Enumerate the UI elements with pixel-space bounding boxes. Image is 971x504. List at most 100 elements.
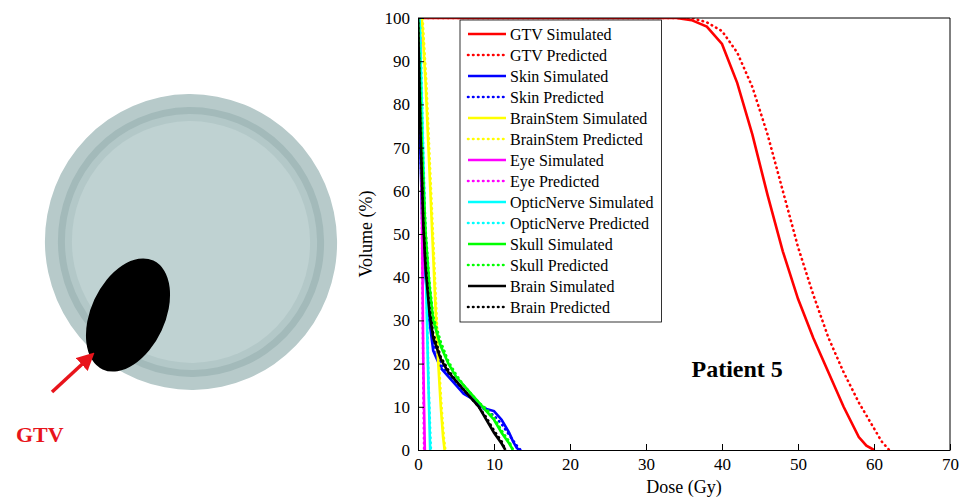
tick-label: 60 bbox=[866, 455, 883, 474]
tick-label: 20 bbox=[393, 355, 410, 374]
y-axis: 0 10 20 30 40 50 60 70 80 90 100 bbox=[385, 9, 425, 460]
series-line bbox=[418, 18, 889, 450]
tick-label: 10 bbox=[486, 455, 503, 474]
legend-swatch bbox=[468, 159, 506, 162]
tick: 40 bbox=[714, 444, 731, 474]
legend-label: GTV Predicted bbox=[510, 47, 607, 64]
legend-label: Eye Predicted bbox=[510, 173, 599, 191]
tick-mark bbox=[722, 444, 723, 450]
tick-mark bbox=[418, 148, 424, 149]
tick: 60 bbox=[866, 444, 883, 474]
legend-swatch bbox=[468, 54, 506, 57]
tick-label: 40 bbox=[714, 455, 731, 474]
plot: 0102030405060700102030405060708090100Dos… bbox=[356, 9, 959, 498]
tick-mark bbox=[418, 450, 424, 451]
tick-label: 20 bbox=[562, 455, 579, 474]
legend-label: Brain Predicted bbox=[510, 299, 610, 316]
tick-label: 100 bbox=[385, 9, 411, 28]
tick-label: 70 bbox=[393, 139, 410, 158]
gtv-label: GTV bbox=[16, 422, 64, 447]
tick: 70 bbox=[393, 139, 424, 158]
tick: 30 bbox=[638, 444, 655, 474]
plot-background bbox=[418, 18, 950, 450]
tick-mark bbox=[874, 444, 875, 450]
legend-label: Skin Predicted bbox=[510, 89, 604, 106]
tick: 100 bbox=[385, 9, 425, 28]
frame-right bbox=[950, 18, 951, 450]
tick: 40 bbox=[393, 268, 424, 287]
tick: 0 bbox=[402, 441, 425, 460]
legend-label: Skull Simulated bbox=[510, 236, 613, 253]
chart-container: GTV0102030405060700102030405060708090100… bbox=[0, 0, 971, 504]
tick: 90 bbox=[393, 52, 424, 71]
tick-label: 70 bbox=[942, 455, 959, 474]
x-axis: 010203040506070 bbox=[414, 444, 959, 474]
tick-mark bbox=[418, 234, 424, 235]
head-diagram: GTV bbox=[16, 67, 365, 447]
tick-label: 30 bbox=[638, 455, 655, 474]
tick: 10 bbox=[393, 398, 424, 417]
tick-mark bbox=[418, 277, 424, 278]
legend-swatch bbox=[468, 138, 506, 141]
tick: 50 bbox=[393, 225, 424, 244]
skin bbox=[17, 67, 364, 417]
tick-mark bbox=[418, 61, 424, 62]
axis-line bbox=[419, 450, 951, 451]
tick-label: 10 bbox=[393, 398, 410, 417]
legend-label: Skin Simulated bbox=[510, 68, 608, 85]
legend-swatch bbox=[468, 33, 506, 36]
annotation: Patient 5 bbox=[692, 356, 783, 382]
legend-box bbox=[460, 20, 662, 322]
tick-mark bbox=[494, 444, 495, 450]
skull bbox=[33, 82, 349, 401]
tick: 50 bbox=[790, 444, 807, 474]
legend-swatch bbox=[468, 117, 506, 120]
gtv-arrow bbox=[52, 355, 92, 392]
legend-swatch bbox=[468, 96, 506, 99]
legend-label: Brain Simulated bbox=[510, 278, 614, 295]
tick: 10 bbox=[486, 444, 503, 474]
tick-label: 30 bbox=[393, 311, 410, 330]
tick-mark bbox=[950, 444, 951, 450]
head bbox=[17, 67, 364, 417]
tick-label: 50 bbox=[790, 455, 807, 474]
tick-mark bbox=[418, 364, 424, 365]
frame-top bbox=[418, 18, 950, 19]
legend-swatch bbox=[468, 222, 506, 225]
legend-swatch bbox=[468, 306, 506, 309]
legend-label: Skull Predicted bbox=[510, 257, 608, 274]
tick: 20 bbox=[393, 355, 424, 374]
tick-label: 40 bbox=[393, 268, 410, 287]
legend-swatch bbox=[468, 201, 506, 204]
tick-mark bbox=[570, 444, 571, 450]
skull-inner bbox=[41, 91, 341, 394]
figure: GTV0102030405060700102030405060708090100… bbox=[0, 0, 971, 504]
tick-label: 50 bbox=[393, 225, 410, 244]
tick-label: 0 bbox=[402, 441, 411, 460]
legend-swatch bbox=[468, 285, 506, 288]
series-line bbox=[418, 18, 445, 450]
tick-mark bbox=[798, 444, 799, 450]
series-line bbox=[418, 18, 445, 450]
legend: GTV SimulatedGTV PredictedSkin Simulated… bbox=[460, 20, 662, 322]
gtv-region bbox=[69, 245, 187, 385]
tick-label: 80 bbox=[393, 95, 410, 114]
legend-swatch bbox=[468, 243, 506, 246]
tick: 80 bbox=[393, 95, 424, 114]
tick: 60 bbox=[393, 182, 424, 201]
tick-label: 90 bbox=[393, 52, 410, 71]
tick-label: 60 bbox=[393, 182, 410, 201]
series-line bbox=[418, 18, 874, 450]
x-axis-title: Dose (Gy) bbox=[646, 477, 721, 498]
tick-mark bbox=[418, 104, 424, 105]
tick-mark bbox=[646, 444, 647, 450]
tick-mark bbox=[418, 320, 424, 321]
brain bbox=[49, 99, 332, 385]
y-axis-title: Volume (%) bbox=[356, 190, 377, 277]
tick-mark bbox=[418, 191, 424, 192]
legend-label: OpticNerve Simulated bbox=[510, 194, 654, 212]
legend-swatch bbox=[468, 180, 506, 183]
tick: 20 bbox=[562, 444, 579, 474]
tick: 70 bbox=[942, 444, 959, 474]
legend-swatch bbox=[468, 75, 506, 78]
